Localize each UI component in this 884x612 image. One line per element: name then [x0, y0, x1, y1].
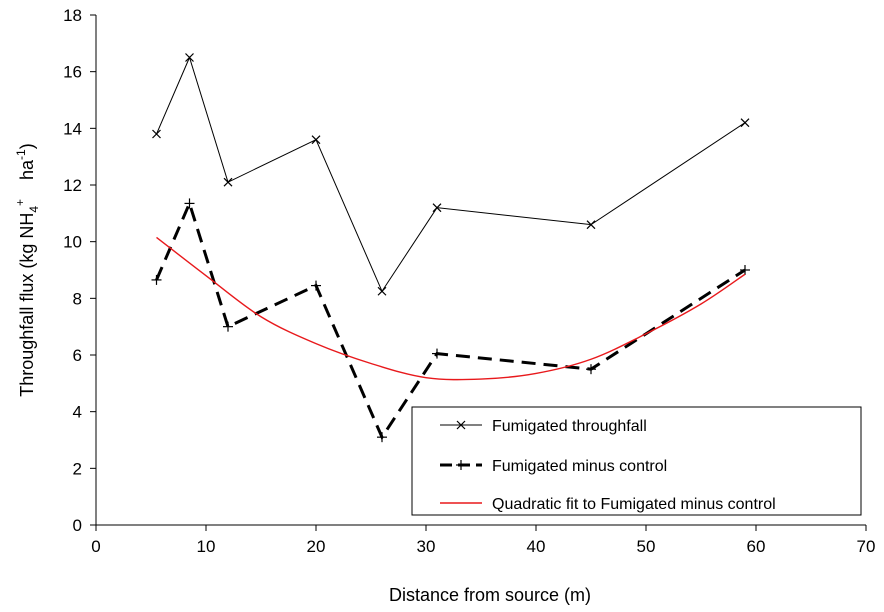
y-tick-label: 16 — [63, 63, 82, 82]
x-tick-label: 0 — [91, 537, 100, 556]
series-1-point — [377, 432, 387, 443]
series-0-point — [586, 220, 596, 230]
y-tick-label: 4 — [73, 403, 82, 422]
x-tick-label: 50 — [637, 537, 656, 556]
y-tick-label: 8 — [73, 289, 82, 308]
axes — [95, 15, 866, 526]
series-0-point — [432, 203, 442, 213]
y-tick-label: 6 — [73, 346, 82, 365]
x-tick-label: 10 — [197, 537, 216, 556]
legend-box — [411, 406, 862, 516]
y-tick-label: 14 — [63, 119, 82, 138]
series-1-point — [432, 348, 442, 359]
series-0-point — [223, 177, 233, 187]
y-tick-label: 2 — [73, 459, 82, 478]
ticks: 0 10 20 30 40 50 60 70 0 2 4 6 8 10 12 14 16 18 — [63, 6, 875, 556]
y-tick-label: 18 — [63, 6, 82, 25]
y-axis-title-sup2: -1 — [14, 149, 28, 160]
legend-label-1: Fumigated minus control — [492, 458, 667, 475]
y-axis-title-sup: + — [13, 199, 27, 206]
series-1-point — [223, 321, 233, 332]
legend-label-0: Fumigated throughfall — [492, 418, 647, 435]
x-tick-label: 70 — [857, 537, 876, 556]
legend-marker-1 — [456, 460, 466, 470]
x-tick-label: 40 — [527, 537, 546, 556]
y-tick-label: 0 — [73, 516, 82, 535]
series-line-0 — [156, 56, 746, 293]
series-0-point — [311, 135, 321, 145]
series-0-point — [740, 118, 750, 128]
series-1-point — [740, 265, 750, 275]
legend: Fumigated throughfall Fumigated minus con… — [411, 406, 862, 516]
series-0-point — [377, 286, 387, 296]
series-1-point — [184, 198, 195, 209]
y-axis-title: Throughfall flux (kg NH4+ ha-1) — [13, 143, 41, 396]
x-tick-label: 30 — [417, 537, 436, 556]
y-axis-title-sub: 4 — [27, 206, 41, 213]
series-1-point — [311, 280, 321, 291]
series-line-1 — [155, 199, 746, 441]
series-0-point — [152, 129, 161, 139]
series-1-point — [151, 274, 162, 285]
plot-area — [151, 53, 750, 443]
series-0-point — [185, 53, 194, 62]
series-line-2 — [156, 236, 746, 381]
x-axis-title: Distance from source (m) — [389, 585, 591, 605]
x-tick-label: 20 — [307, 537, 326, 556]
legend-label-2: Quadratic fit to Fumigated minus control — [492, 496, 776, 513]
y-tick-label: 10 — [63, 233, 82, 252]
legend-marker-0 — [456, 420, 466, 430]
x-tick-label: 60 — [747, 537, 766, 556]
y-tick-label: 12 — [63, 176, 82, 195]
series-1-point — [586, 364, 596, 375]
